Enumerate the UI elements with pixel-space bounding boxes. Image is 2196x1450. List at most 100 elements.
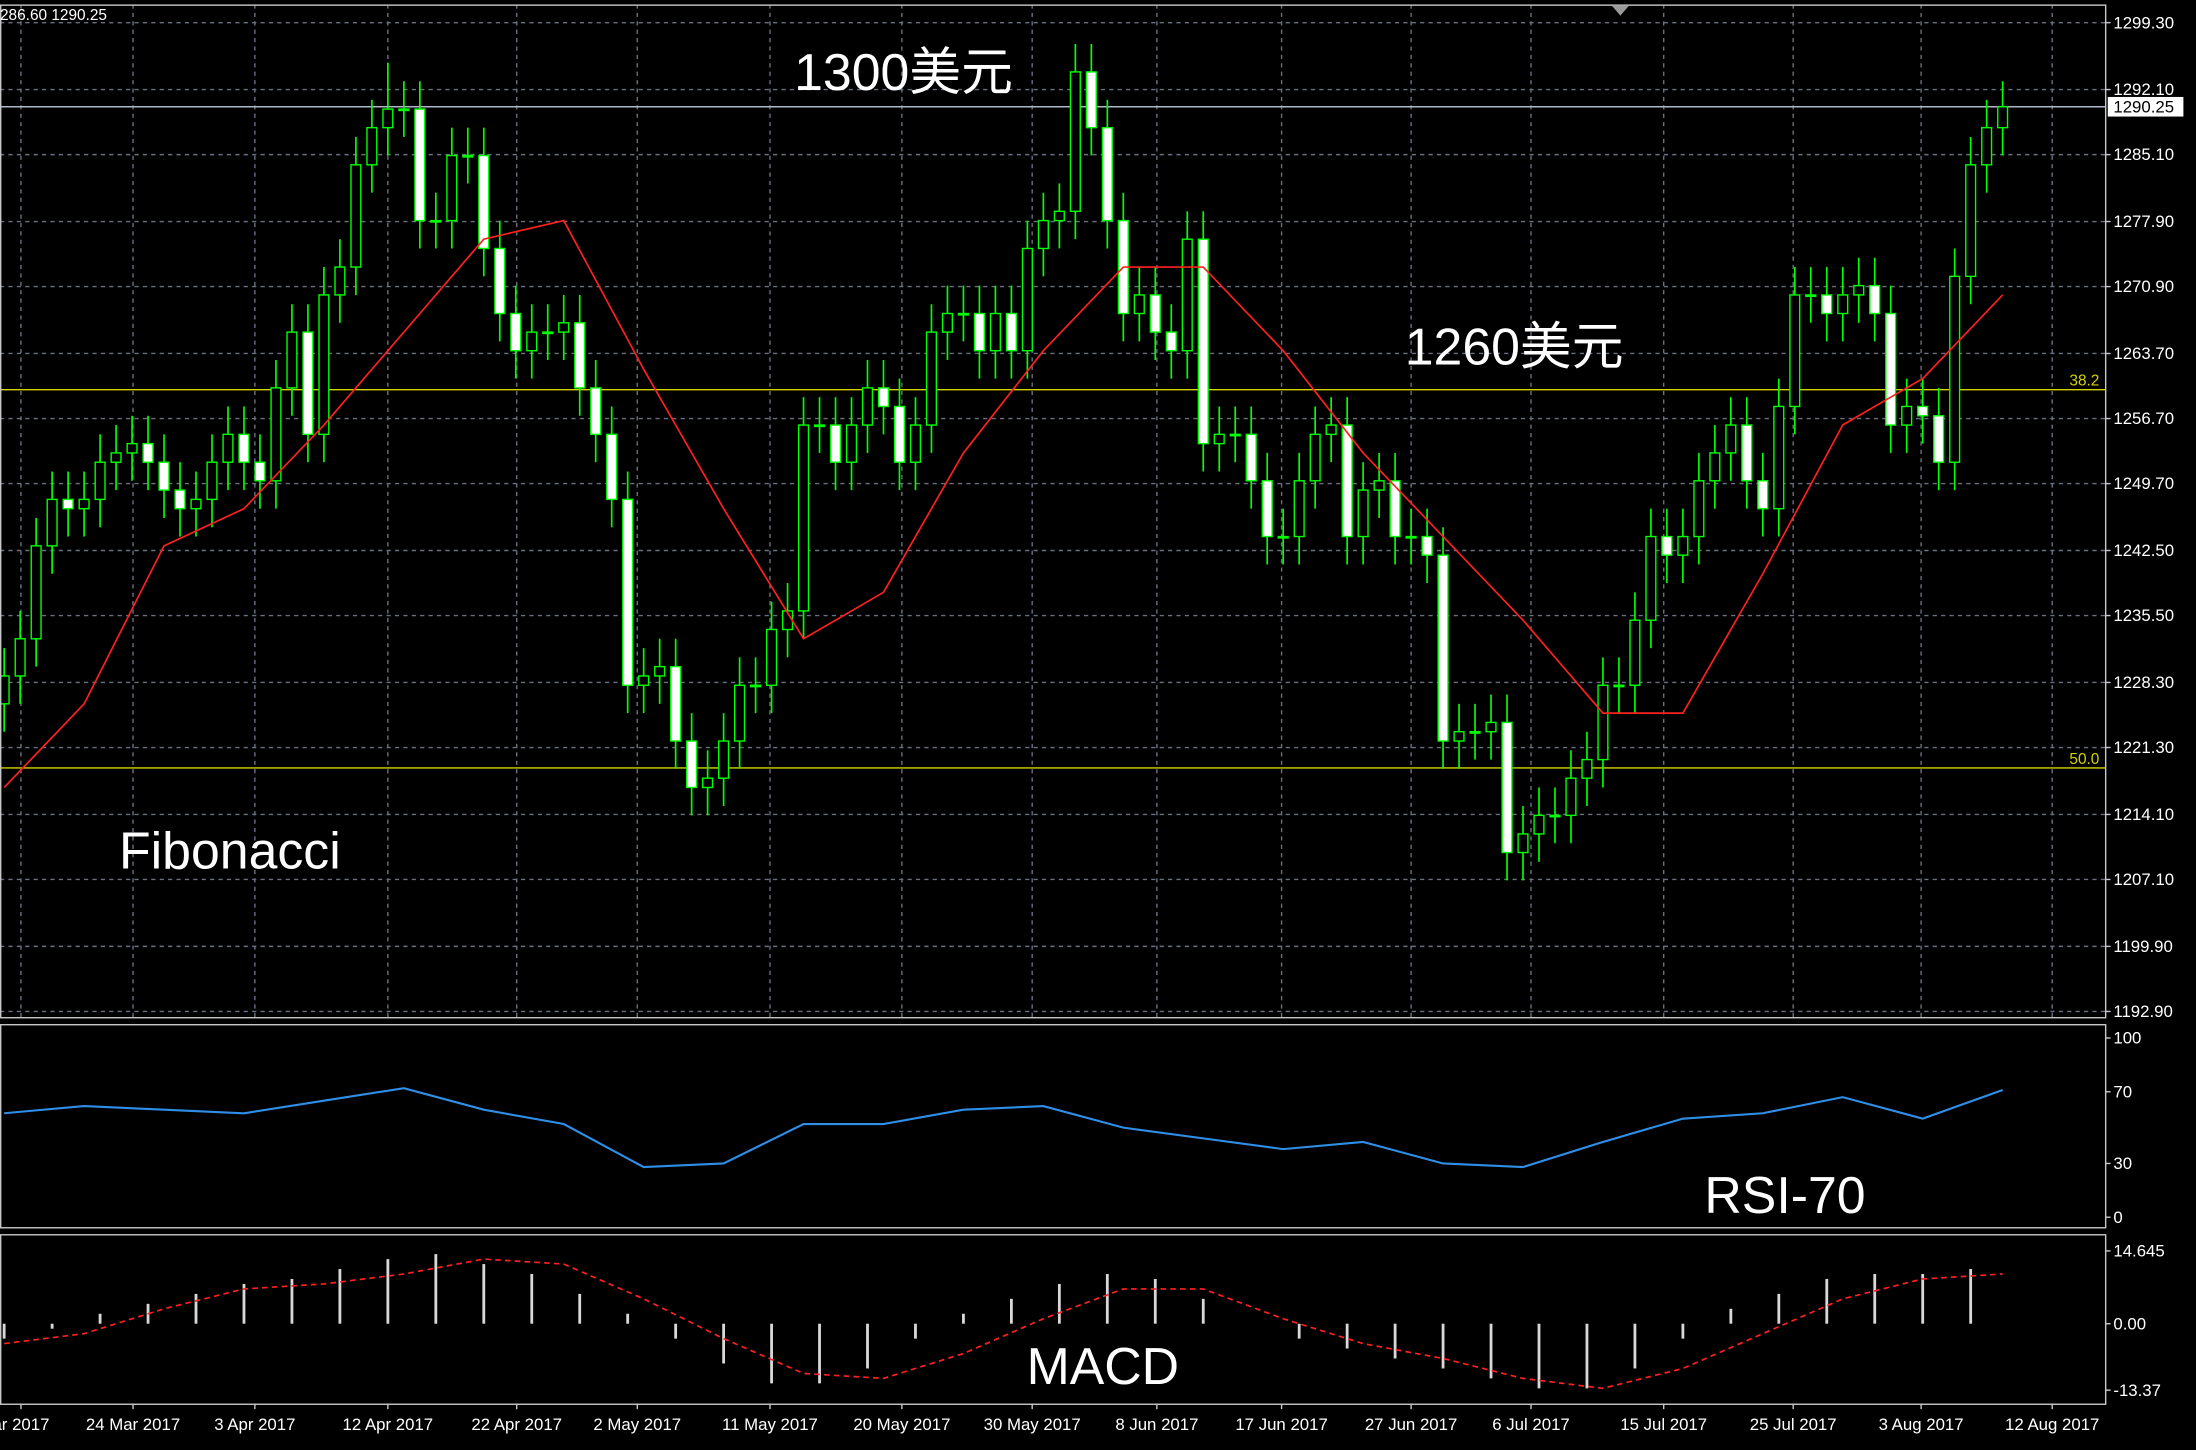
candle-body <box>526 331 538 352</box>
candle-body <box>1277 535 1289 539</box>
candle-body <box>462 154 474 158</box>
candle-body <box>1517 833 1529 854</box>
x-tick-label: 20 May 2017 <box>853 1415 950 1434</box>
y-tick-label: 1235.50 <box>2113 606 2174 625</box>
y-tick-label: 1285.10 <box>2113 145 2174 164</box>
candle-body <box>558 322 570 333</box>
candle-body <box>302 331 314 436</box>
candle-body <box>1309 433 1321 482</box>
candle-body <box>1213 433 1225 445</box>
candle-body <box>1677 535 1689 556</box>
candle-body <box>765 628 778 686</box>
candle-body <box>909 424 922 463</box>
x-tick-label: 24 Mar 2017 <box>86 1415 180 1434</box>
y-tick-label: 0 <box>2113 1208 2122 1227</box>
y-tick-label: 1214.10 <box>2113 805 2174 824</box>
candle-body <box>1469 731 1481 734</box>
x-tick-label: 22 Apr 2017 <box>471 1415 562 1434</box>
y-tick-label: 1242.50 <box>2113 541 2174 560</box>
candle-body <box>1165 331 1177 352</box>
candle-body <box>1645 535 1657 621</box>
candle-body <box>254 461 266 482</box>
y-tick-label: 1192.90 <box>2113 1002 2172 1021</box>
candle-body <box>654 665 666 677</box>
candle-body <box>989 312 1002 352</box>
candle-body <box>1885 312 1897 426</box>
candle-body <box>1821 294 1833 315</box>
candle-body <box>1629 619 1641 686</box>
candle-body <box>1197 238 1209 445</box>
candle-body <box>1293 480 1305 538</box>
candle-body <box>270 387 282 482</box>
candle-body <box>1405 535 1417 539</box>
candle-body <box>670 665 682 742</box>
candle-body <box>1229 433 1241 437</box>
candle-body <box>1149 294 1161 333</box>
candle-body <box>1917 405 1929 417</box>
labels: 1299.30 1292.10 1285.10 1277.90 1270.90 1263.… <box>0 13 2184 1434</box>
rsi-line <box>4 1087 2004 1169</box>
annotation: Fibonacci <box>119 822 341 880</box>
candle-body <box>893 405 906 463</box>
candle-body <box>686 740 698 789</box>
candle-body <box>1341 424 1353 538</box>
candle-body <box>366 126 378 166</box>
candle-body <box>238 433 250 463</box>
y-tick-label: 1199.90 <box>2113 937 2172 956</box>
candle-body <box>1373 480 1385 491</box>
candle-body <box>1501 721 1513 854</box>
candle-body <box>1949 275 1961 463</box>
candle-body <box>861 387 874 426</box>
candle-body <box>1261 480 1273 538</box>
info-text: 286.60 1290.25 <box>0 7 107 24</box>
candle-body <box>1853 284 1865 296</box>
x-tick-label: 3 Aug 2017 <box>1879 1415 1964 1434</box>
candle-body <box>1533 814 1545 835</box>
y-tick-label: 1228.30 <box>2113 673 2174 692</box>
x-tick-label: 11 May 2017 <box>722 1415 818 1434</box>
candle-body <box>718 740 730 779</box>
candle-body <box>1773 405 1785 510</box>
rsi-panel-frame <box>0 1024 2107 1229</box>
candle-body <box>0 675 10 705</box>
candle-body <box>190 498 202 510</box>
candle-body <box>126 442 138 454</box>
candle-body <box>1837 294 1849 315</box>
y-tick-label: 1263.70 <box>2113 344 2174 363</box>
candle-body <box>1389 480 1401 538</box>
main-panel-frame <box>0 4 2107 1019</box>
candle-body <box>510 312 522 352</box>
candle-body <box>446 154 458 222</box>
candle-body <box>1325 424 1337 436</box>
candle-body <box>1053 210 1065 222</box>
x-tick-label: 12 Apr 2017 <box>343 1415 434 1434</box>
candle-body <box>845 424 858 463</box>
y-tick-label: 1299.30 <box>2113 13 2174 32</box>
candle-body <box>1661 535 1673 556</box>
candle-body <box>1421 535 1433 556</box>
fib-label: 38.2 <box>2069 373 2099 390</box>
candle-body <box>46 498 58 547</box>
candle-body <box>1725 424 1737 454</box>
candle-body <box>797 424 810 612</box>
x-tick-label: 6 Jul 2017 <box>1492 1415 1570 1434</box>
shift-marker <box>1611 5 1629 16</box>
candle-body <box>1021 247 1033 352</box>
candle-body <box>1357 489 1369 538</box>
candle-body <box>622 498 634 686</box>
candle-body <box>1245 433 1257 482</box>
candle-body <box>110 452 122 463</box>
candle-body <box>829 424 842 463</box>
candle-body <box>973 312 986 352</box>
candle-body <box>350 164 362 268</box>
y-tick-label: 1207.10 <box>2113 870 2174 889</box>
candle-body <box>398 108 410 112</box>
candle-body <box>606 433 618 501</box>
x-tick-label: 2 May 2017 <box>593 1415 681 1434</box>
candle-body <box>1693 480 1705 538</box>
candle-body <box>1101 126 1113 222</box>
candle-body <box>702 777 714 789</box>
candle-body <box>1485 721 1497 733</box>
